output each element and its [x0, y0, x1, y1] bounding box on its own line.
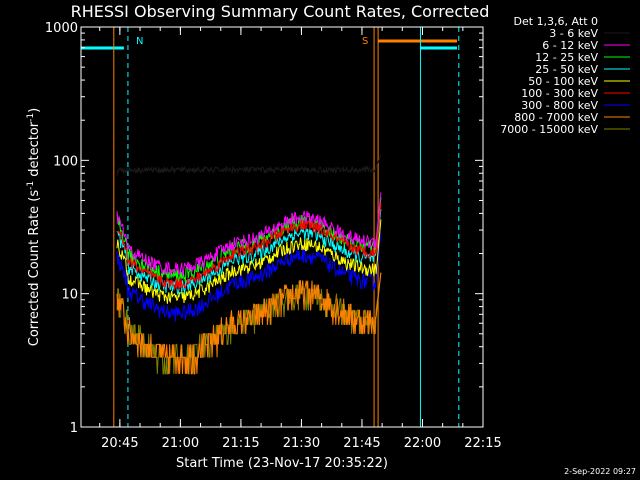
series-line-5: [116, 202, 382, 291]
x-axis: 20:45 21:00 21:15 21:30 21:45 22:00 22:15: [99, 27, 502, 451]
y-tick-label: 100: [53, 154, 78, 169]
legend-entry-0: 3 - 6 keV: [549, 27, 598, 40]
series-line-7: [116, 272, 382, 375]
legend-entry-1: 6 - 12 keV: [542, 39, 598, 52]
y-axis-label: Corrected Count Rate (s-1 detector-1): [26, 108, 42, 346]
x-tick-label: 22:15: [464, 436, 501, 451]
x-axis-label: Start Time (23-Nov-17 20:35:22): [176, 456, 388, 471]
legend-entry-7: 800 - 7000 keV: [514, 111, 598, 124]
y-axis: 1 10 100 1000: [45, 21, 483, 436]
y-tick-label: 10: [61, 288, 78, 303]
legend-entry-6: 300 - 800 keV: [521, 99, 598, 112]
legend-title: Det 1,3,6, Att 0: [514, 15, 598, 28]
x-tick-label: 21:30: [283, 436, 320, 451]
x-tick-label: 21:45: [343, 436, 380, 451]
marker-label-s: S: [362, 36, 368, 47]
series-line-0: [116, 154, 382, 176]
y-tick-label: 1000: [45, 21, 78, 36]
legend-entry-5: 100 - 300 keV: [521, 87, 598, 100]
y-tick-label: 1: [70, 421, 78, 436]
plot-frame: [80, 26, 484, 428]
marker-label-n: N: [136, 36, 143, 47]
x-tick-label: 20:45: [101, 436, 138, 451]
x-tick-label: 22:00: [404, 436, 441, 451]
x-tick-label: 21:00: [162, 436, 199, 451]
legend-entry-8: 7000 - 15000 keV: [500, 123, 598, 136]
series-line-1: [116, 192, 382, 278]
legend-entry-4: 50 - 100 keV: [528, 75, 598, 88]
footer-timestamp: 2-Sep-2022 09:27: [564, 467, 636, 476]
legend-entry-3: 25 - 50 keV: [535, 63, 598, 76]
legend-entry-2: 12 - 25 keV: [535, 51, 598, 64]
series-line-4: [116, 219, 382, 304]
chart-title: RHESSI Observing Summary Count Rates, Co…: [71, 2, 490, 21]
x-tick-label: 21:15: [222, 436, 259, 451]
